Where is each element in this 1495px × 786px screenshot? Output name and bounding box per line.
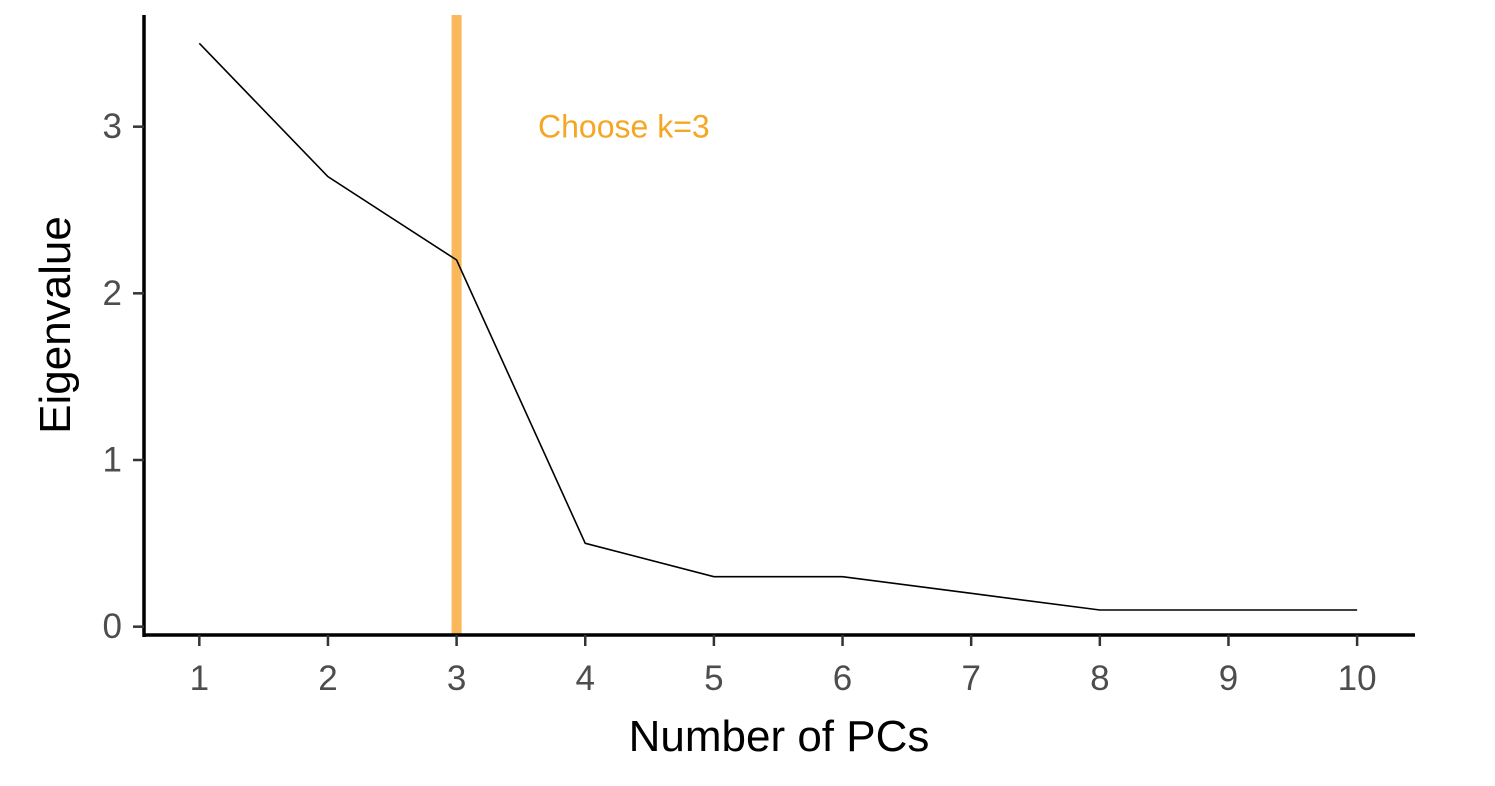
y-ticks: 0 1 2 3 [103,107,144,646]
series-layer [198,42,1358,611]
x-ticks: 1 2 3 4 5 6 7 8 9 10 [190,635,1377,698]
annotation-label: Choose k=3 [538,109,710,145]
x-tick-label: 7 [961,659,980,698]
x-tick-label: 6 [833,659,852,698]
y-tick-label: 1 [103,441,122,480]
y-axis-title: Eigenvalue [31,216,80,434]
x-tick-label: 10 [1338,659,1377,698]
y-tick-label: 0 [103,607,122,646]
x-tick-label: 4 [576,659,595,698]
y-tick-label: 3 [103,107,122,146]
x-tick-label: 9 [1219,659,1238,698]
series-line-1 [198,42,1358,611]
x-tick-label: 3 [447,659,466,698]
x-tick-label: 8 [1090,659,1109,698]
x-tick-label: 2 [318,659,337,698]
axes-layer [142,15,1415,637]
y-tick-label: 2 [103,274,122,313]
x-tick-label: 5 [704,659,723,698]
x-axis-title: Number of PCs [629,712,930,761]
x-tick-label: 1 [190,659,209,698]
